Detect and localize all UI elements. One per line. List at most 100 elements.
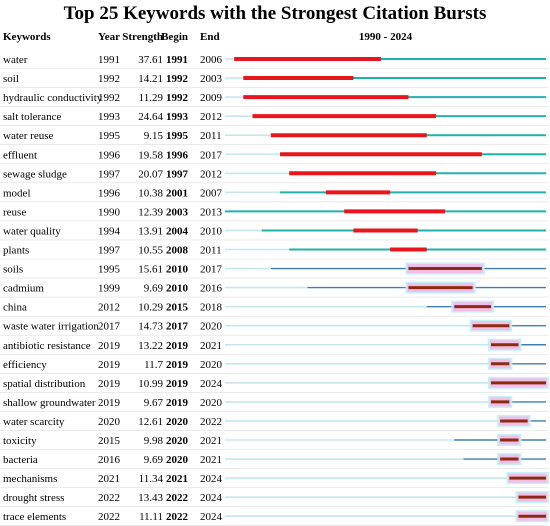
keyword-label: waste water irrigation <box>3 321 99 333</box>
strength-value: 10.99 <box>138 378 163 390</box>
strength-value: 9.67 <box>144 397 164 409</box>
header-end: End <box>200 31 220 43</box>
end-value: 2020 <box>200 397 223 409</box>
keyword-label: cadmium <box>3 283 44 295</box>
strength-value: 9.69 <box>144 454 164 466</box>
end-value: 2009 <box>200 92 223 104</box>
strength-value: 11.29 <box>139 92 164 104</box>
year-value: 1995 <box>98 264 121 276</box>
begin-value: 2017 <box>166 321 189 333</box>
keyword-label: bacteria <box>3 454 38 466</box>
keyword-label: plants <box>3 245 29 257</box>
end-value: 2024 <box>200 378 223 390</box>
header-begin: Begin <box>161 31 188 43</box>
strength-value: 12.61 <box>138 416 163 428</box>
begin-value: 2010 <box>166 264 189 276</box>
keyword-label: spatial distribution <box>3 378 86 390</box>
year-value: 2012 <box>98 302 120 314</box>
year-value: 1994 <box>98 225 121 237</box>
header-strength: Strength <box>122 31 163 43</box>
strength-value: 9.98 <box>144 435 164 447</box>
strength-value: 11.34 <box>139 473 164 485</box>
end-value: 2006 <box>200 54 223 66</box>
end-value: 2024 <box>200 511 223 523</box>
strength-value: 20.07 <box>138 168 163 180</box>
begin-value: 2020 <box>166 416 189 428</box>
begin-value: 2019 <box>166 397 189 409</box>
strength-value: 14.73 <box>138 321 163 333</box>
keyword-label: water quality <box>3 225 61 237</box>
end-value: 2022 <box>200 416 222 428</box>
year-value: 1997 <box>98 245 121 257</box>
end-value: 2010 <box>200 225 223 237</box>
begin-value: 2020 <box>166 454 189 466</box>
end-value: 2020 <box>200 321 223 333</box>
keyword-label: soil <box>3 73 19 85</box>
end-value: 2011 <box>200 130 222 142</box>
begin-value: 1995 <box>166 130 189 142</box>
year-value: 2019 <box>98 340 121 352</box>
begin-value: 2008 <box>166 245 189 257</box>
year-value: 1995 <box>98 130 121 142</box>
header-year: Year <box>98 31 120 43</box>
end-value: 2007 <box>200 187 223 199</box>
strength-value: 37.61 <box>138 54 163 66</box>
end-value: 2024 <box>200 492 223 504</box>
end-value: 2017 <box>200 264 223 276</box>
year-value: 2019 <box>98 397 121 409</box>
begin-value: 1996 <box>166 149 189 161</box>
end-value: 2012 <box>200 111 222 123</box>
strength-value: 12.39 <box>138 206 163 218</box>
strength-value: 14.21 <box>138 73 163 85</box>
keyword-label: drought stress <box>3 492 64 504</box>
strength-value: 13.43 <box>138 492 163 504</box>
end-value: 2021 <box>200 435 222 447</box>
strength-value: 11.7 <box>144 359 163 371</box>
begin-value: 1992 <box>166 73 189 85</box>
keyword-label: efficiency <box>3 359 47 371</box>
begin-value: 2010 <box>166 283 189 295</box>
year-value: 2021 <box>98 473 120 485</box>
header-timeline: 1990 - 2024 <box>359 31 413 43</box>
year-value: 2016 <box>98 454 121 466</box>
strength-value: 10.38 <box>138 187 163 199</box>
begin-value: 2020 <box>166 435 189 447</box>
year-value: 1990 <box>98 206 121 218</box>
strength-value: 10.55 <box>138 245 163 257</box>
begin-value: 1991 <box>166 54 188 66</box>
begin-value: 1993 <box>166 111 189 123</box>
year-value: 1997 <box>98 168 121 180</box>
keyword-label: trace elements <box>3 511 66 523</box>
keyword-label: shallow groundwater <box>3 397 96 409</box>
year-value: 1996 <box>98 149 121 161</box>
end-value: 2021 <box>200 340 222 352</box>
keyword-label: water <box>3 54 28 66</box>
year-value: 1992 <box>98 73 120 85</box>
keyword-label: soils <box>3 264 23 276</box>
year-value: 2022 <box>98 492 120 504</box>
year-value: 2015 <box>98 435 121 447</box>
keyword-label: water reuse <box>3 130 54 142</box>
year-value: 2019 <box>98 378 121 390</box>
strength-value: 19.58 <box>138 149 163 161</box>
begin-value: 1997 <box>166 168 189 180</box>
begin-value: 2019 <box>166 378 189 390</box>
end-value: 2018 <box>200 302 223 314</box>
end-value: 2021 <box>200 454 222 466</box>
keyword-label: china <box>3 302 27 314</box>
year-value: 2019 <box>98 359 121 371</box>
keyword-label: hydraulic conductivity <box>3 92 103 104</box>
keyword-label: reuse <box>3 206 26 218</box>
strength-value: 10.29 <box>138 302 163 314</box>
header-keywords: Keywords <box>3 31 51 43</box>
strength-value: 24.64 <box>138 111 163 123</box>
year-value: 2017 <box>98 321 121 333</box>
strength-value: 9.15 <box>144 130 164 142</box>
keyword-label: water scarcity <box>3 416 65 428</box>
end-value: 2020 <box>200 359 223 371</box>
keyword-label: antibiotic resistance <box>3 340 91 352</box>
begin-value: 1992 <box>166 92 189 104</box>
year-value: 2022 <box>98 511 120 523</box>
end-value: 2016 <box>200 283 223 295</box>
begin-value: 2015 <box>166 302 189 314</box>
